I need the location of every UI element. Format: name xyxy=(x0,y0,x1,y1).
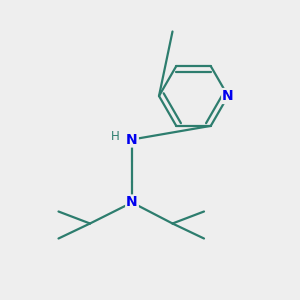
Text: N: N xyxy=(126,133,138,146)
Text: N: N xyxy=(126,196,138,209)
Text: H: H xyxy=(111,130,120,143)
Text: N: N xyxy=(222,89,234,103)
